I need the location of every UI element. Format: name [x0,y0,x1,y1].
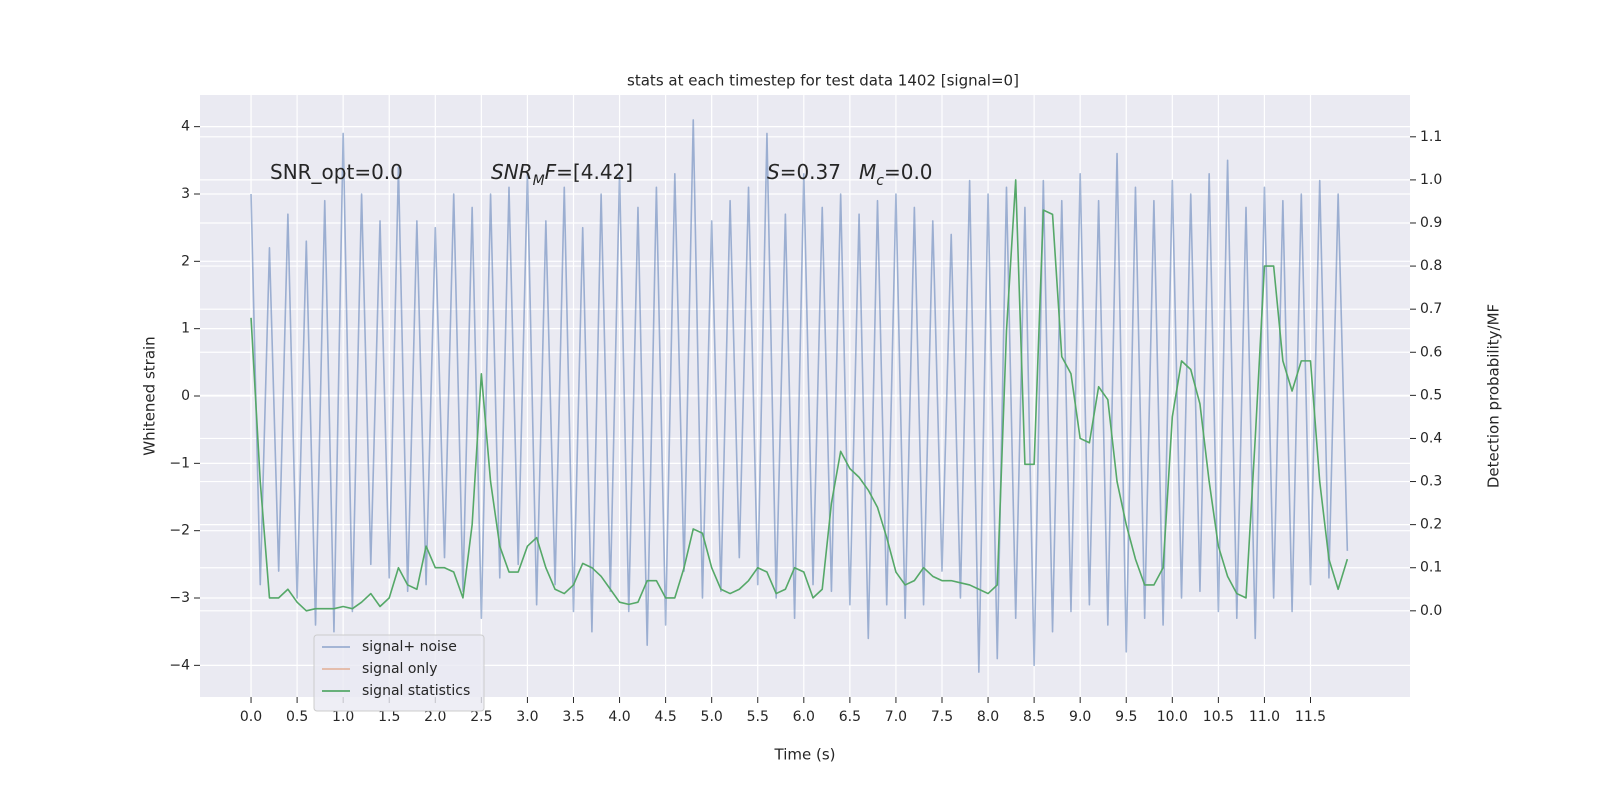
annotation-part: c [876,173,884,189]
y2-tick-label: 1.0 [1420,172,1442,188]
x-axis-label: Time (s) [774,746,836,764]
legend-box [313,634,485,712]
y-tick-label: −1 [169,455,190,471]
x-tick-label: 2.0 [424,709,446,725]
annotation-part: =0.0 [884,160,933,184]
y2-tick-label: 0.8 [1420,258,1442,274]
chart-title: stats at each timestep for test data 140… [627,72,1019,90]
y2-axis-label: Detection probability/MF [1485,304,1503,488]
x-tick-label: 7.5 [931,709,953,725]
y-tick-label: 4 [181,119,190,135]
x-tick-label: 5.5 [747,709,769,725]
y2-tick-label: 0.9 [1420,215,1442,231]
annotation-part: =0.37 [780,160,841,184]
x-tick-label: 3.5 [562,709,584,725]
x-tick-label: 8.0 [977,709,999,725]
y-axis-label: Whitened strain [141,336,159,455]
x-tick-label: 10.5 [1203,709,1234,725]
x-tick-label: 6.0 [793,709,815,725]
x-tick-label: 4.5 [654,709,676,725]
x-tick-label: 11.0 [1249,709,1280,725]
annotation: Mc=0.0 [859,160,933,190]
x-tick-label: 7.0 [885,709,907,725]
x-tick-label: 6.5 [839,709,861,725]
annotation: S=0.37 [767,160,841,184]
y2-tick-label: 0.6 [1420,344,1442,360]
y2-tick-label: 0.7 [1420,301,1442,317]
x-tick-label: 11.5 [1295,709,1326,725]
annotation: SNRMF=[4.42] [491,160,633,190]
y-tick-label: 2 [181,253,190,269]
x-tick-label: 9.5 [1115,709,1137,725]
annotation-part: M [533,173,545,189]
x-tick-label: 5.0 [701,709,723,725]
legend-label: signal statistics [362,683,470,699]
legend-label: signal only [362,661,437,677]
y2-tick-label: 0.2 [1420,517,1442,533]
annotation: SNR_opt=0.0 [270,160,403,184]
y2-tick-label: 0.4 [1420,430,1442,446]
legend: signal+ noise signal only signal statistic… [313,634,485,712]
x-tick-label: 8.5 [1023,709,1045,725]
y-tick-label: −3 [169,590,190,606]
y-tick-label: −2 [169,523,190,539]
x-tick-label: 4.0 [608,709,630,725]
annotation-part: S [767,160,780,184]
annotation-part: F [545,160,557,184]
x-tick-label: 0.5 [286,709,308,725]
series-line [250,179,1349,612]
y2-tick-label: 0.0 [1420,603,1442,619]
y-tick-label: −4 [169,657,190,673]
x-tick-label: 9.0 [1069,709,1091,725]
annotation-part: =[4.42] [556,160,633,184]
y-tick-label: 1 [181,321,190,337]
y2-tick-label: 1.1 [1420,129,1442,145]
x-tick-label: 1.0 [332,709,354,725]
y2-tick-label: 0.1 [1420,560,1442,576]
x-tick-label: 0.0 [240,709,262,725]
annotation-part: SNR_opt=0.0 [270,160,403,184]
y-tick-label: 0 [181,388,190,404]
x-tick-label: 10.0 [1157,709,1188,725]
y2-tick-label: 0.5 [1420,387,1442,403]
x-tick-label: 1.5 [378,709,400,725]
annotation-part: M [859,160,876,184]
annotation-part: SNR [491,160,533,184]
y2-tick-label: 0.3 [1420,474,1442,490]
y-tick-label: 3 [181,186,190,202]
x-tick-label: 2.5 [470,709,492,725]
legend-label: signal+ noise [362,639,457,655]
x-tick-label: 3.0 [516,709,538,725]
